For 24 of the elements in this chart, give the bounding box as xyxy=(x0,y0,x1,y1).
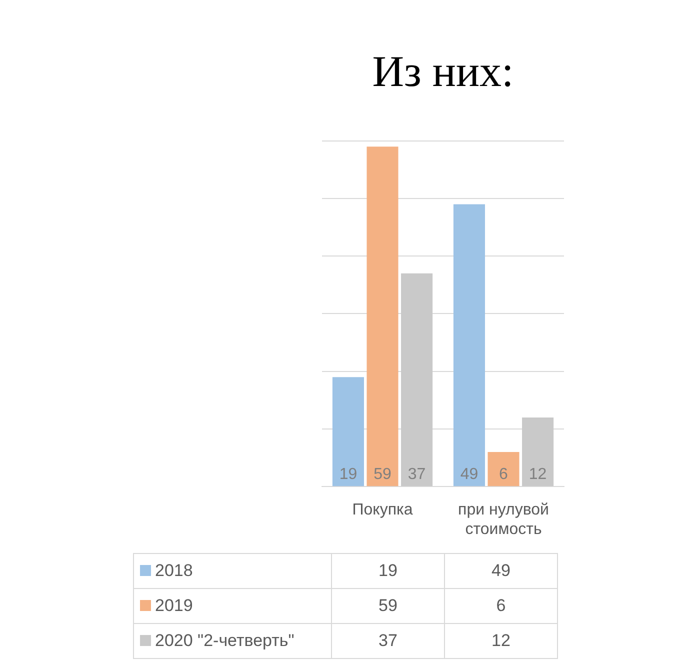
data-label: 19 xyxy=(332,554,444,588)
chart-title: Из них: xyxy=(372,46,514,96)
text: 49 xyxy=(460,466,478,484)
bar xyxy=(401,273,433,486)
data-label: 6 xyxy=(444,588,558,624)
x-tick-label: при нулувой стоимость xyxy=(458,502,549,538)
text: 59 xyxy=(374,466,392,484)
legend-label: 2020 "2-четверть" xyxy=(155,631,294,650)
bar xyxy=(366,146,398,486)
legend-label: 2019 xyxy=(155,596,193,615)
data-label: 12 xyxy=(444,624,558,658)
bar xyxy=(453,204,485,486)
bar xyxy=(332,377,364,486)
data-label: 37 xyxy=(332,624,444,658)
bar xyxy=(488,452,520,486)
data-label: 49 xyxy=(444,554,558,588)
text: 6 xyxy=(499,466,508,484)
bar xyxy=(522,417,554,486)
x-tick-label: Покупка xyxy=(352,502,413,519)
text: 19 xyxy=(339,466,358,484)
text: 12 xyxy=(528,466,547,484)
data-label: 59 xyxy=(332,588,444,624)
text: 37 xyxy=(408,466,426,484)
legend-label: 2018 xyxy=(155,561,193,580)
